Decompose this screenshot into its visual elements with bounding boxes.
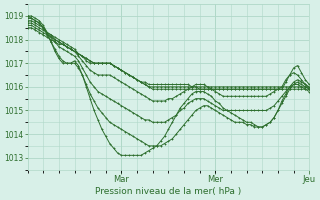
X-axis label: Pression niveau de la mer( hPa ): Pression niveau de la mer( hPa ) — [95, 187, 242, 196]
